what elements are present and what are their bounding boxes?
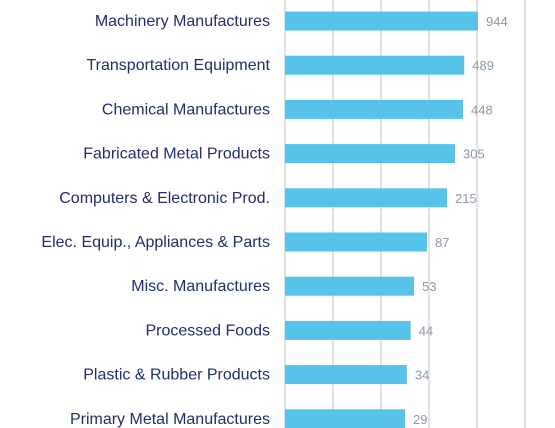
category-label: Chemical Manufactures	[102, 101, 270, 118]
value-label: 34	[415, 368, 429, 383]
value-labels: 944 489 448 305 215 87 53 44 34 29	[413, 14, 508, 427]
value-label: 87	[435, 235, 449, 250]
category-label: Transportation Equipment	[86, 57, 270, 74]
value-label: 29	[413, 412, 427, 427]
bar	[285, 365, 407, 385]
value-label: 489	[472, 58, 494, 73]
value-label: 944	[486, 14, 508, 29]
category-label: Fabricated Metal Products	[83, 146, 270, 163]
bars	[285, 11, 478, 428]
bar	[285, 276, 415, 296]
bar	[285, 99, 463, 119]
value-label: 44	[419, 323, 433, 338]
bar	[285, 409, 405, 428]
category-label: Elec. Equip., Appliances & Parts	[41, 234, 270, 251]
bar	[285, 55, 465, 75]
bar	[285, 144, 455, 164]
category-label: Plastic & Rubber Products	[83, 367, 270, 384]
category-label: Processed Foods	[145, 322, 270, 339]
category-label: Machinery Manufactures	[95, 13, 270, 30]
category-label: Computers & Electronic Prod.	[59, 190, 270, 207]
category-labels: Machinery Manufactures Transportation Equ…	[41, 13, 270, 428]
bar	[285, 188, 447, 208]
value-label: 53	[422, 279, 436, 294]
value-label: 448	[471, 102, 493, 117]
bar	[285, 320, 411, 340]
value-label: 305	[463, 147, 485, 162]
value-label: 215	[455, 191, 477, 206]
category-label: Misc. Manufactures	[131, 278, 270, 295]
bar	[285, 232, 427, 252]
bar	[285, 11, 478, 31]
category-label: Primary Metal Manufactures	[70, 411, 270, 428]
